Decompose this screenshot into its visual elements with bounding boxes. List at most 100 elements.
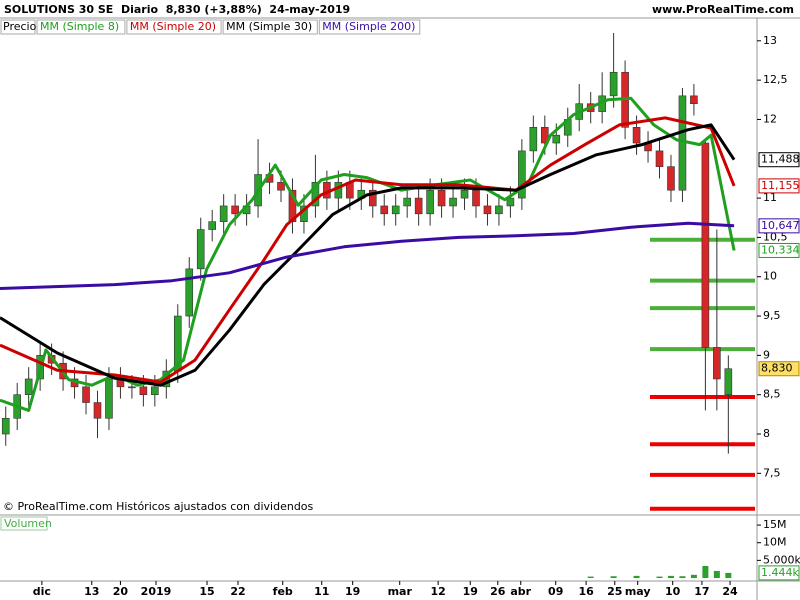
x-tick-label: 13: [84, 585, 99, 598]
y-tick-label: 8,5: [763, 388, 781, 401]
last-price: 8,830: [761, 362, 793, 375]
volume-bar: [690, 574, 697, 578]
last-value: 10,647: [761, 219, 800, 232]
candle-body: [277, 182, 285, 191]
legend-box: [0, 19, 36, 35]
candle-body: [529, 127, 538, 152]
moving-average: [0, 116, 736, 384]
last-value: 11,155: [761, 179, 800, 192]
y-tick-label: 12,5: [763, 73, 788, 86]
y-tick-label: 12: [763, 112, 777, 125]
candle-body: [724, 368, 733, 395]
candle-body: [426, 189, 434, 215]
x-tick-label: 17: [694, 585, 709, 598]
candle-body: [460, 189, 469, 199]
volume-bar: [725, 572, 732, 578]
last-price-box: [758, 361, 800, 377]
candle-body: [208, 221, 216, 230]
x-tick-label: 24: [722, 585, 738, 598]
x-tick-label: may: [625, 585, 651, 598]
x-tick-label: 09: [548, 585, 563, 598]
volume-tick-label: 5.000k: [763, 553, 800, 566]
y-tick-label: 13: [763, 34, 777, 47]
volume-tick-label: 15M: [763, 518, 787, 531]
candle-body: [483, 205, 492, 215]
candle-body: [655, 150, 664, 167]
legend-entry: MM (Simple 200): [322, 20, 415, 33]
last-value-box: [758, 218, 800, 234]
candle-body: [495, 205, 503, 215]
candle-body: [196, 229, 205, 270]
legend-box: [222, 19, 318, 35]
legend-entry: MM (Simple 20): [130, 20, 216, 33]
candle-body: [414, 197, 423, 215]
y-tick-label: 10: [763, 270, 777, 283]
y-tick-label: 8: [763, 427, 770, 440]
legend-box: [126, 19, 222, 35]
x-tick-label: abr: [510, 585, 531, 598]
header-title: SOLUTIONS 30 SE Diario 8,830 (+3,88%) 24…: [4, 3, 350, 16]
x-tick-label: 25: [607, 585, 622, 598]
x-tick-label: 20: [113, 585, 129, 598]
footnote: © ProRealTime.com Históricos ajustados c…: [3, 500, 314, 513]
x-tick-label: 19: [345, 585, 360, 598]
last-value-box: [758, 178, 800, 194]
candle-body: [93, 402, 102, 419]
x-tick-label: 16: [578, 585, 594, 598]
candle-body: [82, 386, 90, 403]
x-tick-label: 19: [463, 585, 478, 598]
candle-body: [609, 71, 618, 97]
candle-body: [506, 197, 515, 207]
volume-tick-label: 10M: [763, 536, 787, 549]
x-tick-label: 10: [665, 585, 681, 598]
candle-body: [311, 182, 320, 207]
x-tick-label: 11: [314, 585, 329, 598]
legend-entry: MM (Simple 30): [226, 20, 312, 33]
volume-label: Volumen: [4, 517, 52, 530]
last-value: 10,334: [761, 243, 800, 256]
volume-bar: [610, 576, 617, 578]
candle-body: [632, 127, 641, 144]
x-tick-label: 2019: [141, 585, 172, 598]
last-value-box: [758, 152, 800, 168]
candle-body: [380, 205, 389, 215]
candle-body: [368, 189, 377, 207]
candle-body: [1, 417, 10, 435]
y-tick-label: 7,5: [763, 466, 781, 479]
candle-body: [437, 189, 446, 207]
candle-body: [667, 166, 675, 191]
candle-body: [518, 150, 526, 199]
moving-average: [0, 123, 736, 387]
volume-bar: [679, 576, 686, 578]
volume-bar: [656, 576, 663, 578]
volume-bar: [702, 566, 709, 578]
last-value: 11,488: [761, 153, 800, 166]
y-tick-label: 11: [763, 191, 777, 204]
legend-box: [318, 19, 421, 35]
x-tick-label: 12: [430, 585, 445, 598]
x-tick-label: 26: [490, 585, 506, 598]
candle-body: [690, 95, 698, 105]
legend-entry: MM (Simple 8): [40, 20, 119, 33]
last-value-box: [758, 242, 800, 258]
candle-body: [219, 205, 228, 222]
candle-body: [391, 205, 400, 215]
x-tick-label: feb: [273, 585, 293, 598]
volume-bar: [667, 575, 674, 578]
candle-body: [403, 197, 411, 207]
candle-body: [541, 127, 549, 144]
x-tick-label: dic: [33, 585, 51, 598]
x-tick-label: mar: [388, 585, 413, 598]
candle-body: [472, 189, 480, 207]
x-tick-label: 15: [199, 585, 214, 598]
legend-box: [36, 19, 126, 35]
candle-body: [105, 378, 113, 419]
moving-average: [0, 221, 735, 290]
y-tick-label: 9: [763, 348, 770, 361]
header-site: www.ProRealTime.com: [652, 3, 794, 16]
y-tick-label: 10,5: [763, 230, 788, 243]
candle-body: [231, 205, 239, 215]
candle-body: [128, 386, 136, 389]
volume-bar: [713, 570, 720, 578]
candle-body: [713, 347, 721, 380]
